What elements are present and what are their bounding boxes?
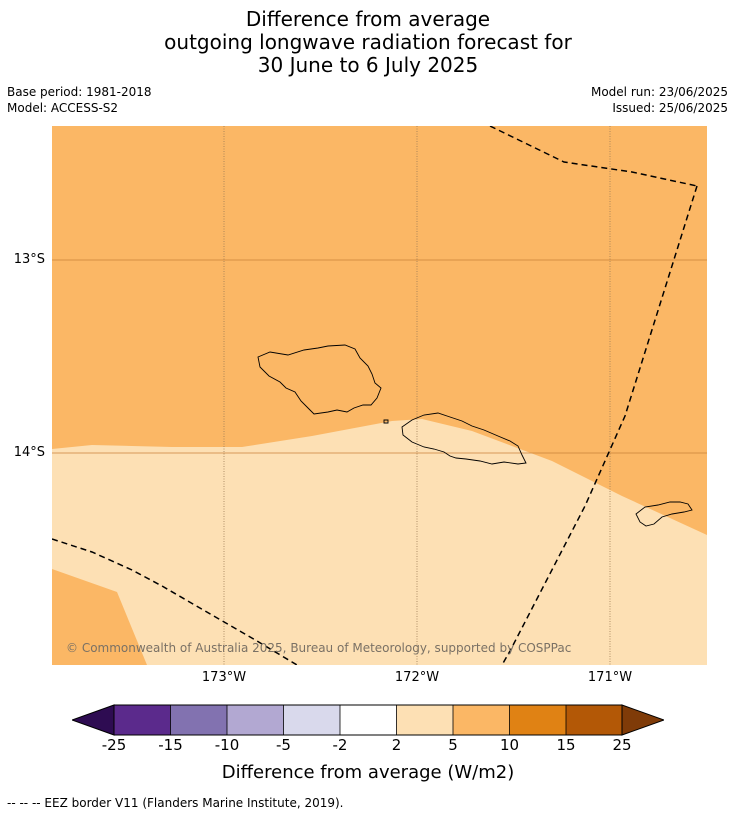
meta-right: Model run: 23/06/2025 Issued: 25/06/2025 <box>591 84 728 116</box>
map-title: Difference from average outgoing longwav… <box>0 8 736 77</box>
colorbar-tick: 2 <box>391 736 402 754</box>
lat-gridlines <box>52 259 707 454</box>
copyright-notice: © Commonwealth of Australia 2025, Bureau… <box>66 641 572 655</box>
colorbar-bin-neg10-neg5 <box>227 705 284 735</box>
title-line-3: 30 June to 6 July 2025 <box>257 53 479 77</box>
colorbar-tick: -10 <box>214 736 240 754</box>
manono-islet <box>383 419 389 424</box>
meta-left: Base period: 1981-2018 Model: ACCESS-S2 <box>7 84 152 116</box>
colorbar-tick: 15 <box>556 736 576 754</box>
eez-legend-note: -- -- -- EEZ border V11 (Flanders Marine… <box>7 796 344 810</box>
colorbar-tick: 10 <box>499 736 520 754</box>
colorbar-bin-15-25 <box>566 705 622 735</box>
colorbar-tick: 5 <box>448 736 458 754</box>
colorbar-tick: -2 <box>332 736 348 754</box>
colorbar-tick: -15 <box>158 736 183 754</box>
lon-label-172w: 172°W <box>394 670 440 685</box>
upolu-island <box>401 412 527 465</box>
colorbar-tick: -5 <box>276 736 291 754</box>
colorbar-outline <box>113 704 623 736</box>
colorbar-bin-neg25-neg15 <box>114 705 171 735</box>
coastlines <box>257 344 693 527</box>
title-line-2: outgoing longwave radiation forecast for <box>164 30 572 54</box>
lat-label-13s: 13°S <box>13 252 45 267</box>
colorbar-bin-5-10 <box>453 705 510 735</box>
colorbar-bin-neg15-neg10 <box>170 705 227 735</box>
lon-label-173w: 173°W <box>201 670 247 685</box>
map-svg <box>52 126 707 665</box>
model-run: Model run: 23/06/2025 <box>590 85 728 99</box>
colorbar-tick: 25 <box>612 736 632 754</box>
lat-label-14s: 14°S <box>13 445 45 460</box>
colorbar-svg <box>70 704 666 736</box>
colorbar-bin-neg2-2 <box>340 705 397 735</box>
lon-label-171w: 171°W <box>587 670 633 685</box>
eez-border-east <box>501 185 698 665</box>
anomaly-region-lower <box>52 419 707 665</box>
eez-border-north <box>489 126 698 187</box>
map-panel <box>52 126 707 665</box>
colorbar-label: Difference from average (W/m2) <box>221 762 515 783</box>
savaii-island <box>257 344 382 415</box>
eez-border-south <box>52 538 298 665</box>
colorbar-extend-high <box>621 704 666 736</box>
model-name: Model: ACCESS-S2 <box>7 101 119 115</box>
eez-borders <box>52 126 698 665</box>
colorbar-bin-10-15 <box>509 705 566 735</box>
title-line-1: Difference from average <box>245 7 491 31</box>
colorbar-bin-neg5-neg2 <box>283 705 340 735</box>
colorbar <box>70 704 666 740</box>
colorbar-bin-2-5 <box>396 705 453 735</box>
base-period: Base period: 1981-2018 <box>7 85 152 99</box>
colorbar-tick: -25 <box>101 736 127 754</box>
colorbar-dividers <box>170 705 567 735</box>
issued-date: Issued: 25/06/2025 <box>612 101 728 115</box>
tutuila-island <box>635 501 693 527</box>
colorbar-extend-low <box>70 704 115 736</box>
